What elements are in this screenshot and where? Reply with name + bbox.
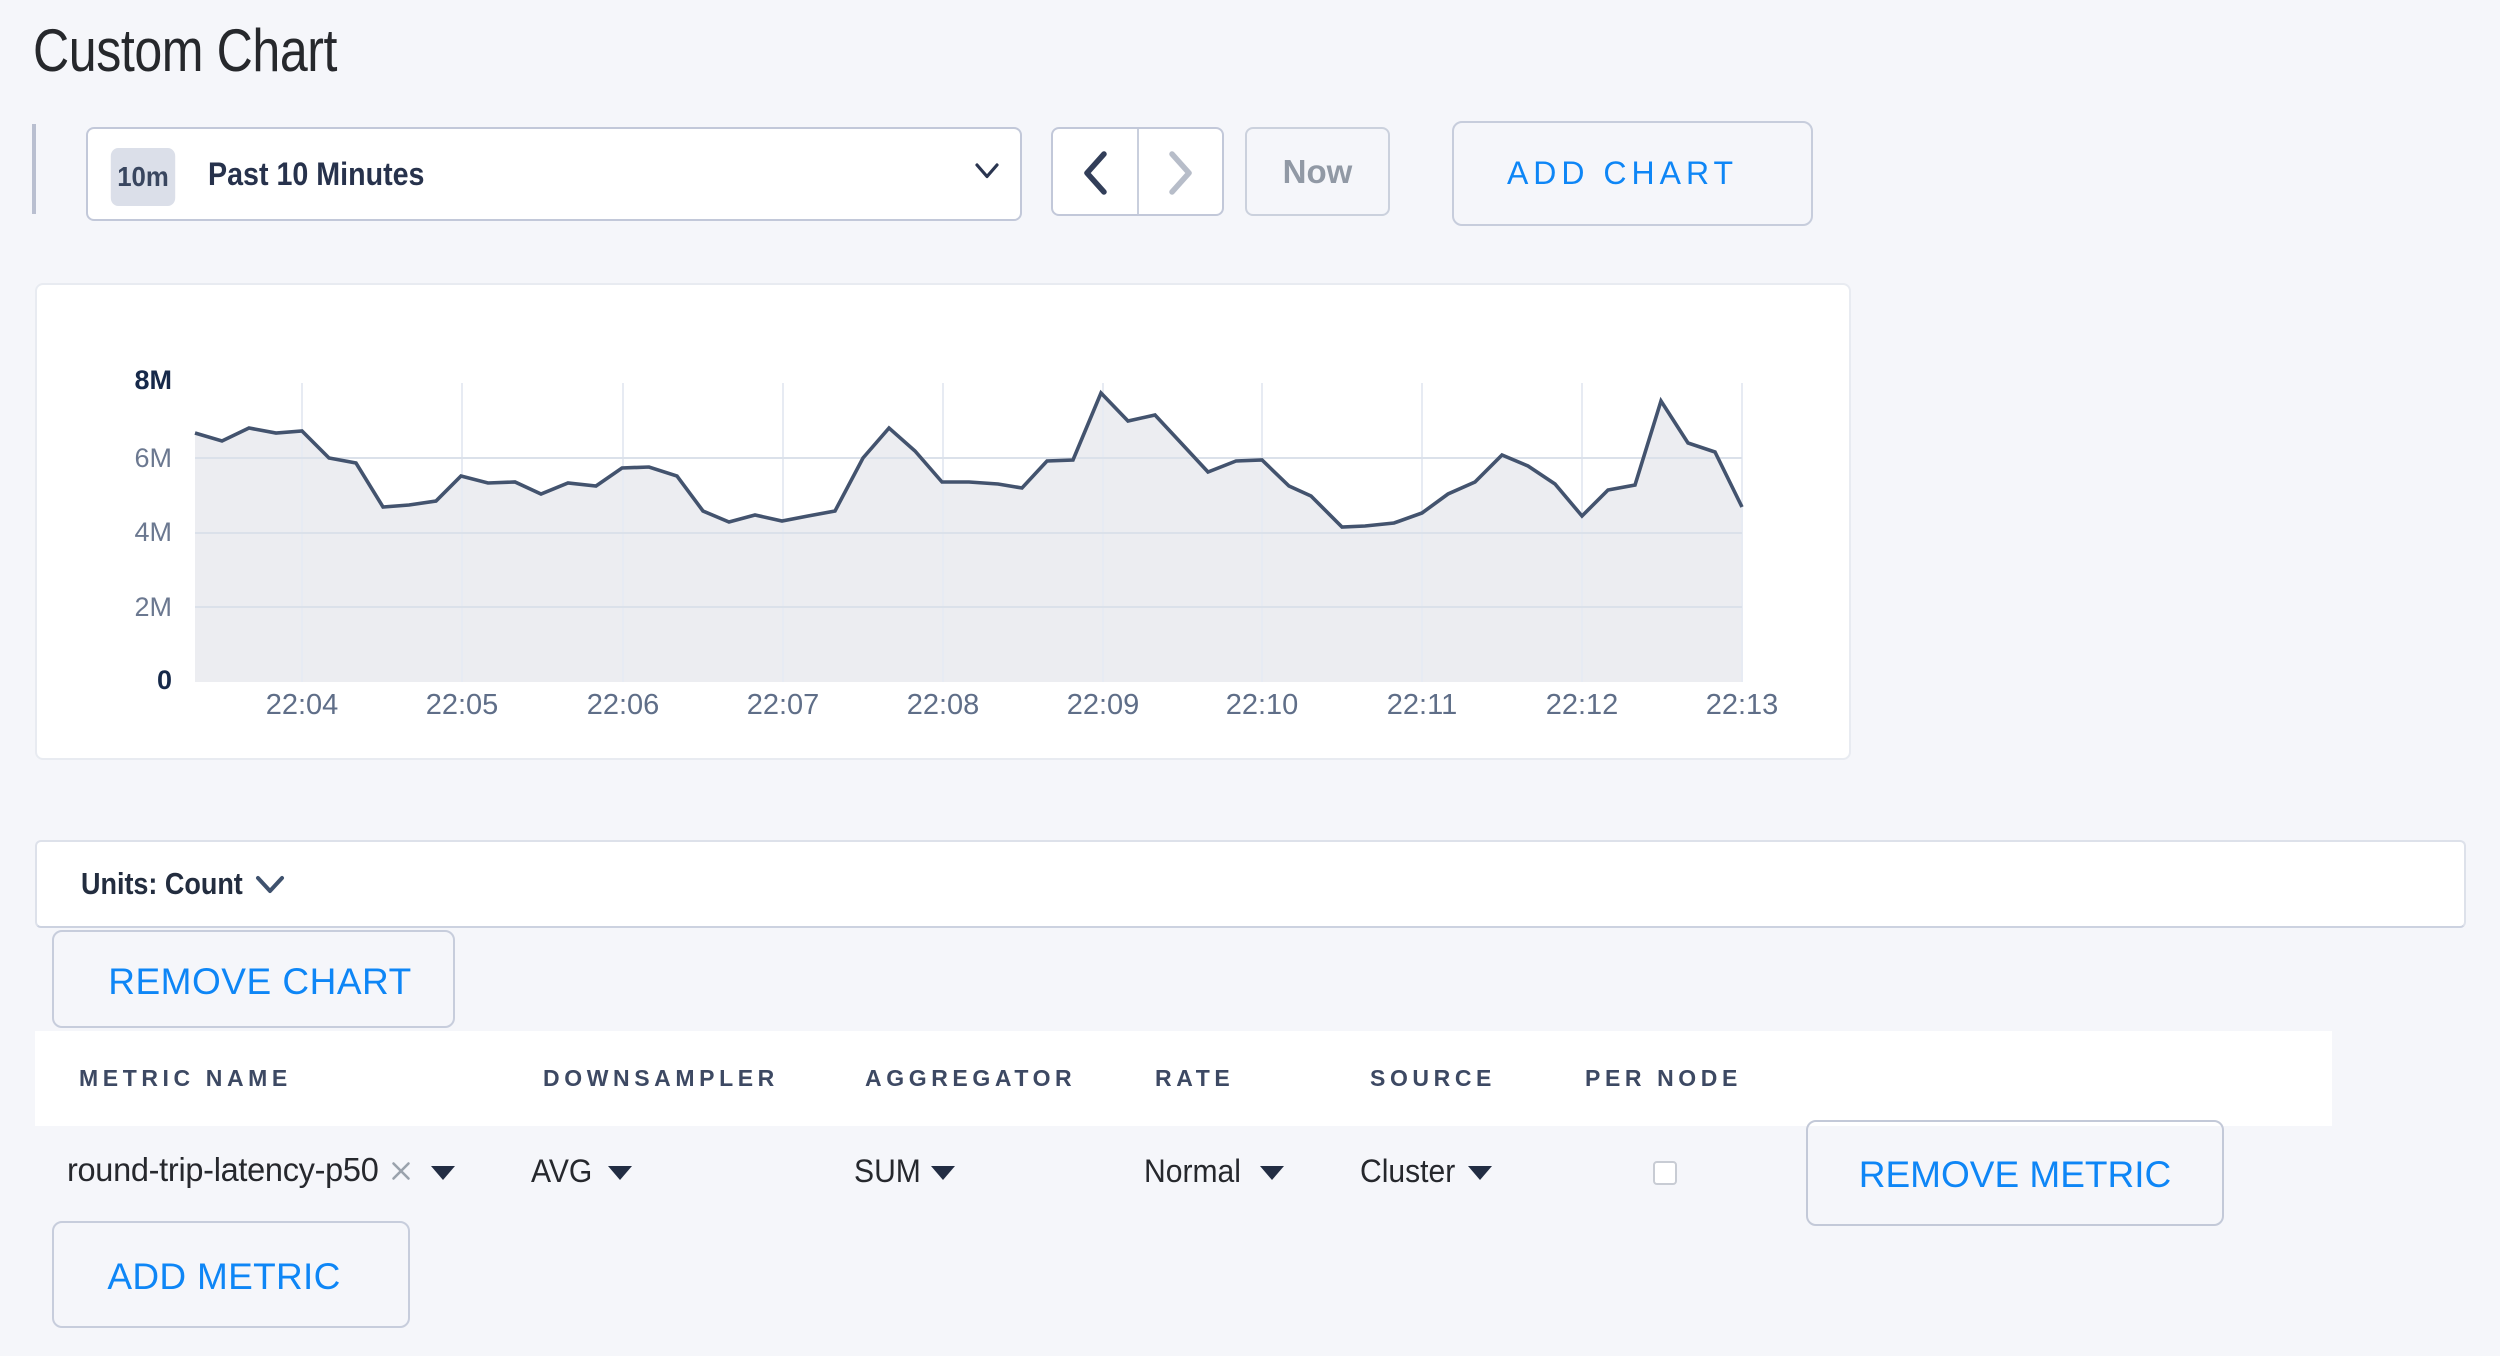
svg-text:22:10: 22:10 [1226, 689, 1299, 721]
svg-text:22:11: 22:11 [1387, 689, 1457, 721]
svg-text:22:12: 22:12 [1546, 689, 1619, 721]
svg-text:22:05: 22:05 [426, 689, 499, 721]
svg-text:8M: 8M [134, 365, 172, 395]
svg-text:6M: 6M [134, 443, 172, 473]
svg-text:22:08: 22:08 [907, 689, 980, 721]
svg-text:4M: 4M [134, 517, 172, 547]
svg-text:2M: 2M [134, 592, 172, 622]
svg-text:0: 0 [157, 665, 172, 695]
svg-text:22:04: 22:04 [266, 689, 339, 721]
svg-text:22:07: 22:07 [747, 689, 820, 721]
svg-text:22:13: 22:13 [1706, 689, 1779, 721]
svg-text:22:06: 22:06 [587, 689, 660, 721]
svg-text:22:09: 22:09 [1067, 689, 1140, 721]
